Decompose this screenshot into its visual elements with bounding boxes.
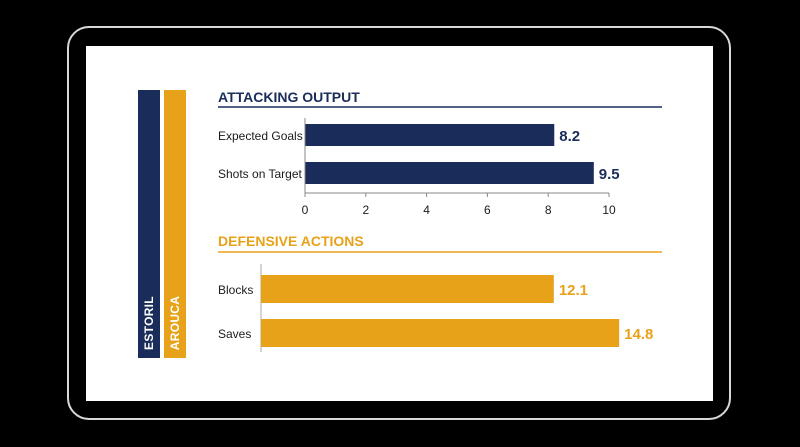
chart1-x-tick-label: 6 (484, 203, 491, 217)
chart1-x-tick-label: 2 (362, 203, 369, 217)
chart1-value-label: 8.2 (559, 128, 580, 145)
chart1-bar (305, 162, 594, 184)
chart1-x-tick-label: 8 (545, 203, 552, 217)
chart1-bar (305, 124, 555, 146)
chart1-category-label: Expected Goals (218, 129, 303, 143)
chart1-x-tick-label: 0 (302, 203, 309, 217)
chart2-title: DEFENSIVE ACTIONS (218, 233, 364, 249)
chart1-x-tick-label: 10 (602, 203, 616, 217)
chart1-x-tick-label: 4 (423, 203, 430, 217)
chart2-bar (261, 275, 554, 303)
chart1-value-label: 9.5 (599, 166, 620, 183)
chart2-value-label: 14.8 (624, 326, 653, 343)
chart1-category-label: Shots on Target (218, 167, 303, 181)
team-bar-estoril: ESTORIL (138, 90, 160, 358)
chart2-value-label: 12.1 (559, 282, 588, 299)
chart2-category-label: Blocks (218, 283, 253, 297)
chart1-title: ATTACKING OUTPUT (218, 89, 360, 105)
chart2-category-label: Saves (218, 327, 251, 341)
team-bar-arouca: AROUCA (164, 90, 186, 358)
chart2-bar (261, 319, 620, 347)
